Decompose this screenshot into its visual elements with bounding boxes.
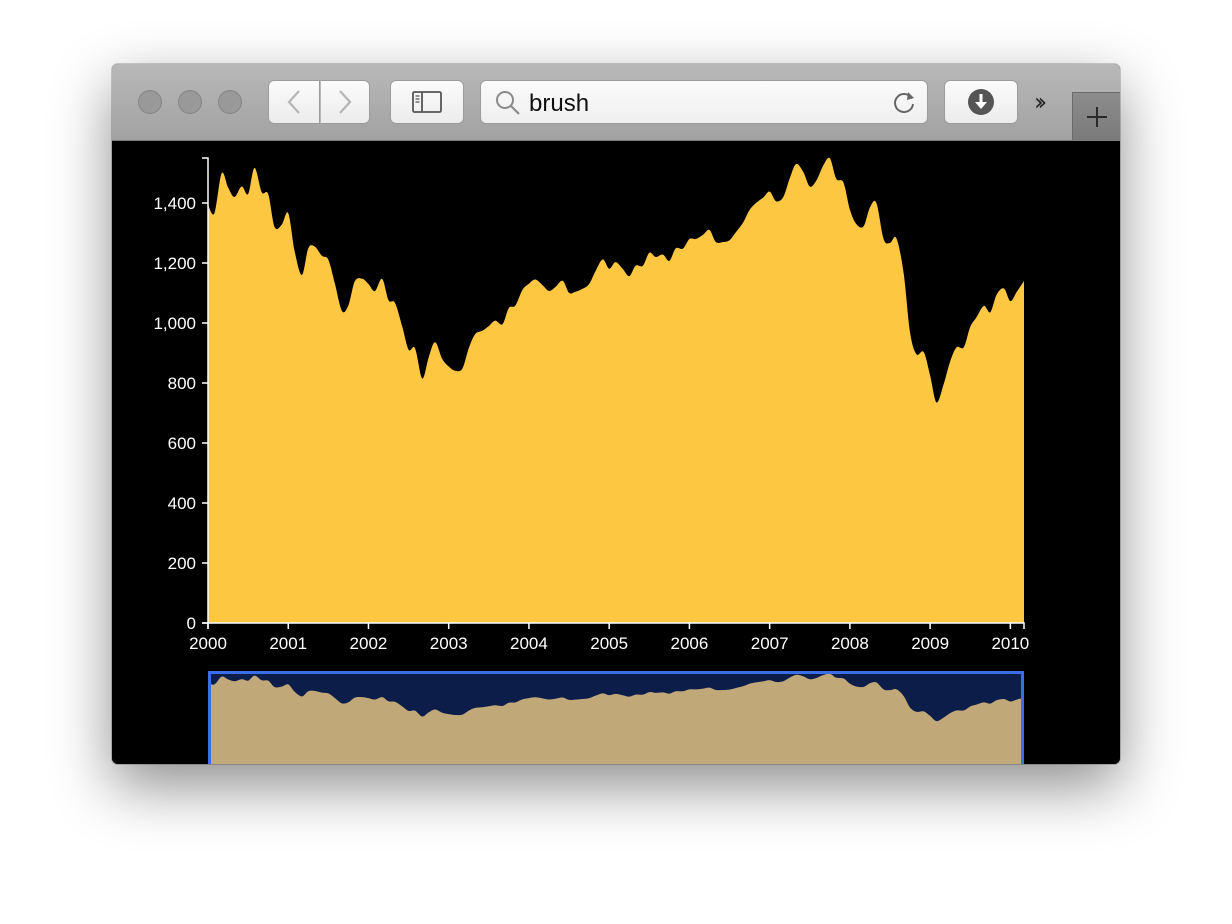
x-tick-label: 2009 xyxy=(911,634,949,653)
y-tick-label: 0 xyxy=(187,614,196,633)
search-icon xyxy=(496,91,520,115)
forward-button[interactable] xyxy=(320,80,370,124)
focus-area-series xyxy=(208,157,1024,623)
x-axis: 2000 2001 2002 2003 2004 2005 2006 2007 2008 2009… xyxy=(189,622,1029,653)
y-axis: 0 200 400 600 800 1,000 1,200 1,400 xyxy=(153,157,209,633)
y-axis-domain xyxy=(202,157,209,624)
back-button[interactable] xyxy=(268,80,320,124)
x-tick-label: 2002 xyxy=(350,634,388,653)
y-tick-label: 1,000 xyxy=(153,314,196,333)
x-tick-label: 2000 xyxy=(189,634,227,653)
sidebar-icon xyxy=(412,91,442,113)
y-tick-label: 600 xyxy=(168,434,196,453)
x-tick-label: 2001 xyxy=(269,634,307,653)
new-tab-button[interactable] xyxy=(1072,92,1120,140)
address-text: brush xyxy=(529,90,590,117)
more-icon[interactable]: ›› xyxy=(1034,88,1047,116)
browser-window: brush ›› 0 200 400 600 800 1,000 xyxy=(112,64,1120,764)
y-tick-label: 1,200 xyxy=(153,254,196,273)
chevron-left-icon xyxy=(287,90,300,114)
y-tick-label: 1,400 xyxy=(153,194,196,213)
close-window-button[interactable] xyxy=(138,90,162,114)
context-chart[interactable] xyxy=(208,671,1024,764)
downloads-button[interactable] xyxy=(944,80,1018,124)
x-tick-label: 2010 xyxy=(991,634,1029,653)
y-tick-label: 800 xyxy=(168,374,196,393)
context-area-series xyxy=(208,673,1024,764)
zoom-window-button[interactable] xyxy=(218,90,242,114)
minimize-window-button[interactable] xyxy=(178,90,202,114)
y-tick-label: 400 xyxy=(168,494,196,513)
browser-toolbar: brush ›› xyxy=(112,64,1120,141)
sidebar-button[interactable] xyxy=(390,80,464,124)
x-axis-domain xyxy=(207,622,1025,629)
address-bar[interactable]: brush xyxy=(480,80,928,124)
x-tick-label: 2008 xyxy=(831,634,869,653)
plus-icon xyxy=(1087,107,1107,127)
page-content: 0 200 400 600 800 1,000 1,200 1,400 2000 2001 200… xyxy=(112,141,1120,764)
y-tick-label: 200 xyxy=(168,554,196,573)
x-tick-label: 2005 xyxy=(590,634,628,653)
download-icon xyxy=(968,89,994,115)
x-tick-label: 2006 xyxy=(671,634,709,653)
x-tick-label: 2003 xyxy=(430,634,468,653)
reload-icon[interactable] xyxy=(891,90,917,116)
chevron-right-icon xyxy=(339,90,352,114)
x-tick-label: 2004 xyxy=(510,634,548,653)
x-tick-label: 2007 xyxy=(751,634,789,653)
brush-selection[interactable] xyxy=(208,671,1024,765)
